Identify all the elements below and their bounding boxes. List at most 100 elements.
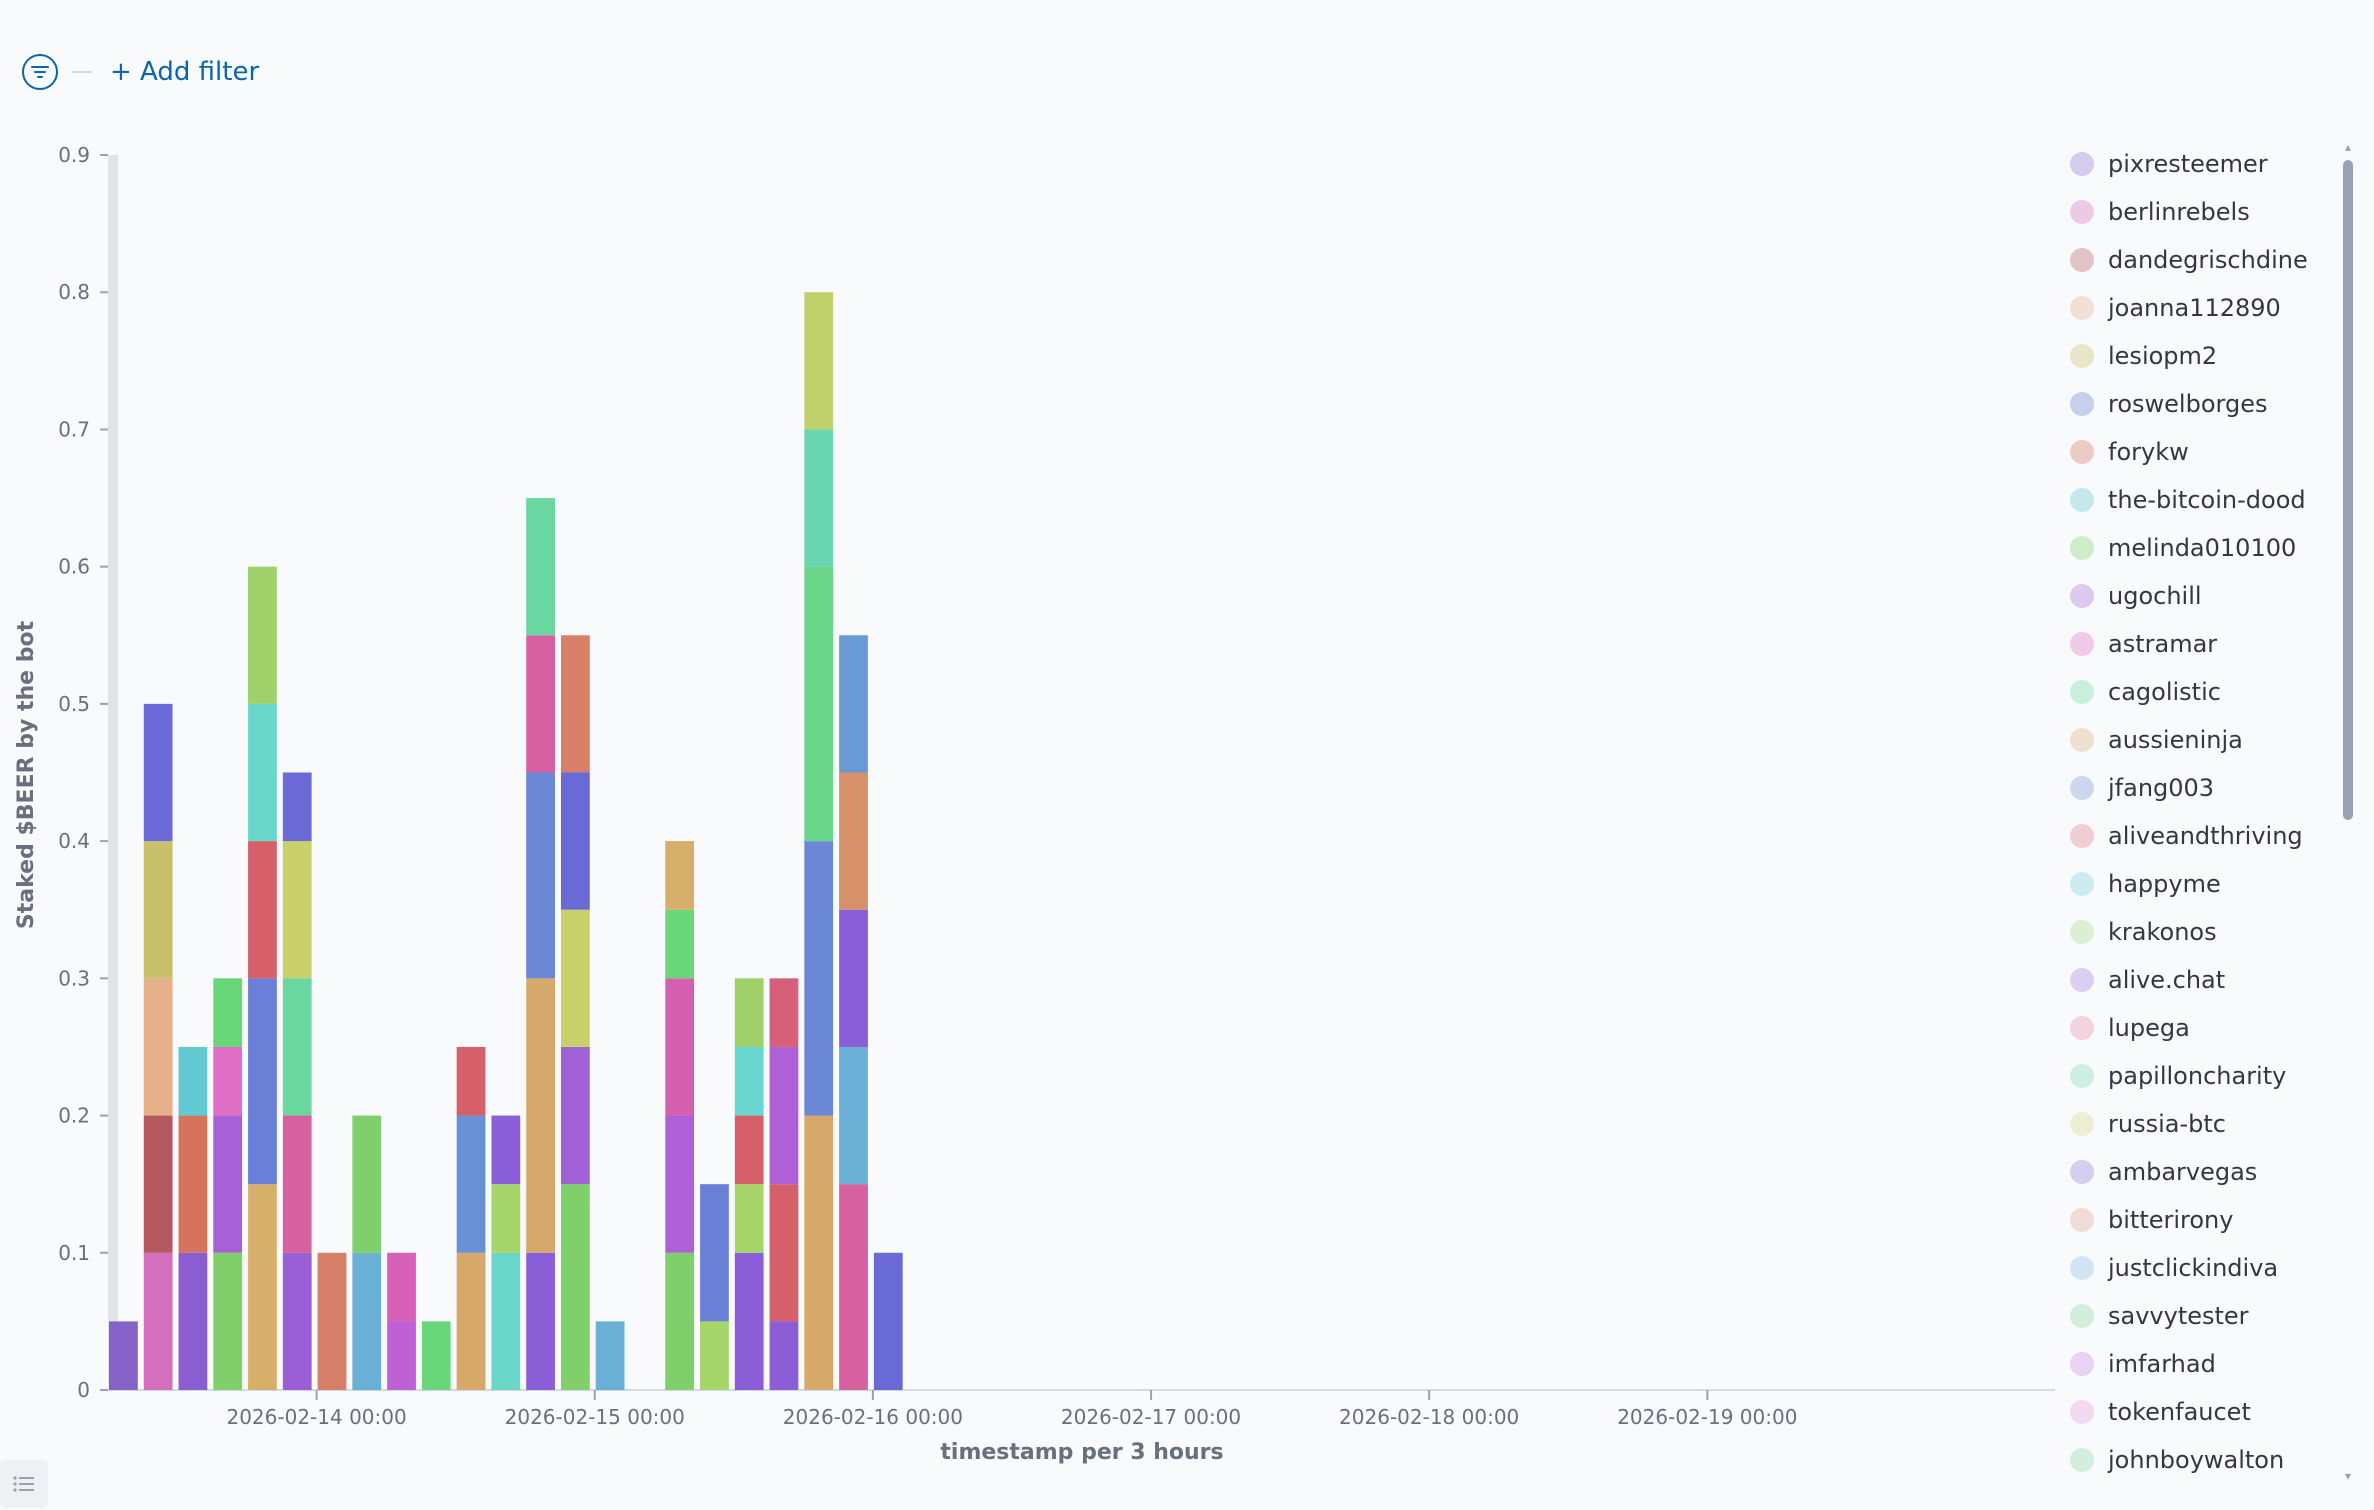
bar-segment[interactable] <box>804 292 834 430</box>
legend-item[interactable]: krakonos <box>2060 908 2350 956</box>
legend-item[interactable]: lesiopm2 <box>2060 332 2350 380</box>
legend-item[interactable]: astramar <box>2060 620 2350 668</box>
bar-segment[interactable] <box>248 566 277 704</box>
bar-segment[interactable] <box>456 1252 486 1390</box>
bar-segment[interactable] <box>387 1252 416 1322</box>
bar-segment[interactable] <box>665 978 695 1116</box>
legend-item[interactable]: tokenfaucet <box>2060 1388 2350 1436</box>
bar-segment[interactable] <box>248 1184 277 1390</box>
filter-icon[interactable] <box>22 54 58 90</box>
bar-segment[interactable] <box>804 429 834 567</box>
bar-segment[interactable] <box>839 635 868 773</box>
legend-item[interactable]: alive.chat <box>2060 956 2350 1004</box>
bar-segment[interactable] <box>282 1252 312 1390</box>
legend-item[interactable]: the-bitcoin-dood <box>2060 476 2350 524</box>
legend-item[interactable]: happyme <box>2060 860 2350 908</box>
bar-segment[interactable] <box>143 1115 173 1253</box>
bar-segment[interactable] <box>317 1252 347 1390</box>
bar-segment[interactable] <box>665 1115 695 1253</box>
scroll-up-icon[interactable]: ▴ <box>2344 140 2352 154</box>
bar-segment[interactable] <box>387 1321 416 1390</box>
bar-segment[interactable] <box>491 1252 521 1390</box>
bar-segment[interactable] <box>560 909 590 1047</box>
bar-segment[interactable] <box>456 1115 486 1253</box>
bar-segment[interactable] <box>491 1184 521 1253</box>
bar-segment[interactable] <box>143 841 173 979</box>
bar-segment[interactable] <box>352 1115 382 1253</box>
bar-segment[interactable] <box>352 1252 382 1390</box>
scroll-down-icon[interactable]: ▾ <box>2344 1469 2352 1483</box>
bar-segment[interactable] <box>213 1252 243 1390</box>
legend-item[interactable]: jfang003 <box>2060 764 2350 812</box>
bar-segment[interactable] <box>769 1321 799 1390</box>
bar-segment[interactable] <box>560 1184 590 1390</box>
bar-segment[interactable] <box>143 1252 173 1390</box>
bar-segment[interactable] <box>769 1184 799 1322</box>
bar-segment[interactable] <box>769 1046 799 1185</box>
bar-segment[interactable] <box>804 841 834 1116</box>
legend-item[interactable]: savvytester <box>2060 1292 2350 1340</box>
bar-segment[interactable] <box>421 1321 451 1390</box>
legend-item[interactable]: lupega <box>2060 1004 2350 1052</box>
bar-segment[interactable] <box>282 841 312 979</box>
legend-item[interactable]: justclickindiva <box>2060 1244 2350 1292</box>
bar-segment[interactable] <box>734 1184 764 1253</box>
legend-item[interactable]: melinda010100 <box>2060 524 2350 572</box>
legend-item[interactable]: johnboywalton <box>2060 1436 2350 1484</box>
bar-segment[interactable] <box>839 772 868 910</box>
legend-item[interactable]: forykw <box>2060 428 2350 476</box>
bar-segment[interactable] <box>248 703 277 842</box>
bar-segment[interactable] <box>734 978 764 1047</box>
bar-segment[interactable] <box>109 1321 138 1390</box>
bar-segment[interactable] <box>839 909 868 1047</box>
bar-segment[interactable] <box>526 498 555 636</box>
legend-item[interactable]: pixresteemer <box>2060 140 2350 188</box>
legend-item[interactable]: bitterirony <box>2060 1196 2350 1244</box>
bar-segment[interactable] <box>560 1046 590 1185</box>
bar-segment[interactable] <box>526 635 555 773</box>
bar-segment[interactable] <box>700 1184 729 1322</box>
bar-segment[interactable] <box>665 909 695 979</box>
bar-segment[interactable] <box>456 1046 486 1116</box>
legend-item[interactable]: berlinrebels <box>2060 188 2350 236</box>
legend-item[interactable]: ugochill <box>2060 572 2350 620</box>
legend-item[interactable]: russia-btc <box>2060 1100 2350 1148</box>
bar-segment[interactable] <box>560 772 590 910</box>
bar-segment[interactable] <box>665 841 695 910</box>
bar-segment[interactable] <box>282 1115 312 1253</box>
bar-segment[interactable] <box>526 1252 555 1390</box>
legend-item[interactable]: dandegrischdine <box>2060 236 2350 284</box>
bar-segment[interactable] <box>595 1321 625 1390</box>
bar-segment[interactable] <box>804 566 834 842</box>
bar-segment[interactable] <box>282 772 312 842</box>
bar-segment[interactable] <box>873 1252 903 1390</box>
bar-segment[interactable] <box>560 635 590 773</box>
legend-item[interactable]: imfarhad <box>2060 1340 2350 1388</box>
legend-item[interactable]: papilloncharity <box>2060 1052 2350 1100</box>
bar-segment[interactable] <box>734 1115 764 1185</box>
bar-segment[interactable] <box>213 978 243 1047</box>
legend-item[interactable]: joanna112890 <box>2060 284 2350 332</box>
legend-item[interactable]: aussieninja <box>2060 716 2350 764</box>
legend-toggle-button[interactable] <box>0 1460 48 1508</box>
bar-segment[interactable] <box>248 978 277 1185</box>
bar-segment[interactable] <box>213 1115 243 1253</box>
bar-segment[interactable] <box>143 703 173 842</box>
bar-segment[interactable] <box>178 1115 208 1253</box>
bar-segment[interactable] <box>491 1115 521 1185</box>
bar-segment[interactable] <box>769 978 799 1047</box>
bar-segment[interactable] <box>734 1046 764 1116</box>
bar-segment[interactable] <box>665 1252 695 1390</box>
bar-segment[interactable] <box>248 841 277 979</box>
bar-segment[interactable] <box>282 978 312 1116</box>
bar-segment[interactable] <box>178 1252 208 1390</box>
legend-item[interactable]: cagolistic <box>2060 668 2350 716</box>
bar-segment[interactable] <box>526 772 555 979</box>
bar-segment[interactable] <box>213 1046 243 1116</box>
bar-segment[interactable] <box>839 1046 868 1185</box>
bar-segment[interactable] <box>734 1252 764 1390</box>
legend-item[interactable]: roswelborges <box>2060 380 2350 428</box>
legend-scrollbar-thumb[interactable] <box>2343 160 2353 820</box>
bar-segment[interactable] <box>700 1321 729 1390</box>
bar-segment[interactable] <box>143 978 173 1116</box>
